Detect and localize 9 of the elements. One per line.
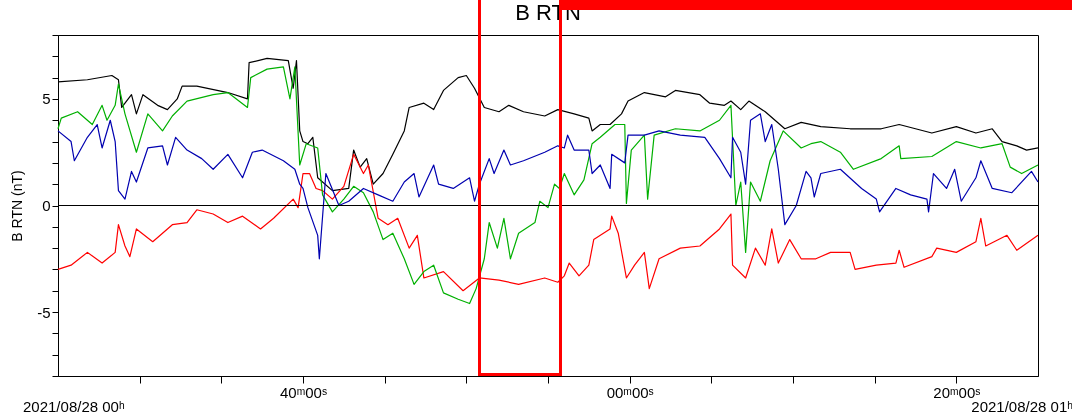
y-tick-label: 0 — [42, 197, 51, 214]
x-tick-label: 00ᵐ00ˢ — [606, 383, 654, 401]
text: 2021/08/28 01ʰ — [971, 398, 1072, 415]
y-axis-title: B RTN (nT) — [9, 170, 26, 242]
text: 2021/08/28 00ʰ — [23, 398, 125, 415]
x-tick-label: 40ᵐ00ˢ — [279, 383, 328, 401]
y-tick-label: -5 — [37, 303, 51, 321]
x-tick-label: 20ᵐ00ˢ — [933, 383, 981, 401]
y-tick-label: 5 — [42, 90, 51, 108]
